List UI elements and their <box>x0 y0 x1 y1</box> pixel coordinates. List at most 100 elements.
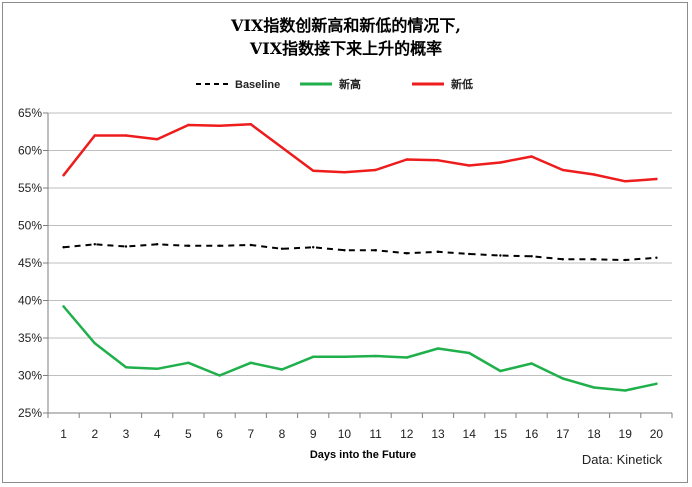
data-point-baseline <box>218 244 221 247</box>
data-point-new-high <box>499 369 502 373</box>
legend: Baseline 新高 新低 <box>196 77 473 91</box>
data-point-new-low <box>312 169 315 172</box>
data-point-new-high <box>405 356 408 359</box>
data-point-new-high <box>624 389 627 392</box>
series-line-new-high <box>62 305 658 392</box>
data-point-new-low <box>405 158 408 161</box>
x-tick-label: 19 <box>619 427 633 441</box>
data-point-baseline <box>249 243 252 247</box>
x-tick-label: 1 <box>60 427 67 441</box>
data-point-new-high <box>187 361 190 364</box>
data-point-baseline <box>592 258 596 261</box>
data-point-baseline <box>436 250 440 253</box>
x-tick-label: 14 <box>463 427 477 441</box>
data-point-new-low <box>374 168 377 172</box>
data-point-new-high <box>280 368 284 371</box>
data-point-new-low <box>624 180 627 183</box>
legend-label: 新高 <box>339 77 361 91</box>
data-point-new-low <box>249 123 252 126</box>
x-tick-label: 4 <box>154 427 161 441</box>
data-point-new-low <box>156 138 159 141</box>
x-tick-label: 20 <box>650 427 664 441</box>
data-point-new-low <box>124 134 128 137</box>
x-tick-label: 6 <box>216 427 223 441</box>
data-point-new-high <box>62 305 65 308</box>
data-point-new-high <box>249 361 252 364</box>
legend-label: Baseline <box>235 79 280 91</box>
data-point-baseline <box>499 254 502 257</box>
data-point-baseline <box>156 243 159 246</box>
x-tick-label: 5 <box>185 427 192 441</box>
data-point-new-high <box>374 354 377 358</box>
x-tick-label: 16 <box>525 427 539 441</box>
x-tick-label: 12 <box>400 427 414 441</box>
data-point-baseline <box>62 246 65 249</box>
y-tick-label: 40% <box>18 294 42 308</box>
data-point-new-high <box>218 374 221 377</box>
data-point-new-low <box>343 171 346 174</box>
data-point-new-low <box>499 161 502 164</box>
data-point-new-high <box>468 351 471 355</box>
legend-label: 新低 <box>451 77 473 91</box>
y-tick-label: 35% <box>18 331 42 345</box>
x-tick-label: 7 <box>247 427 254 441</box>
x-tick-label: 8 <box>279 427 286 441</box>
x-tick-label: 13 <box>431 427 445 441</box>
data-point-baseline <box>624 258 627 262</box>
x-axis-ticks: 1 2 3 4 5 6 7 8 9 10 11 12 13 14 15 16 17 18 19 20 <box>47 413 673 441</box>
x-axis-label: Days into the Future <box>310 449 416 461</box>
data-point-new-high <box>436 347 440 350</box>
data-point-baseline <box>405 252 408 255</box>
y-tick-label: 65% <box>18 106 42 120</box>
data-point-baseline <box>312 246 315 249</box>
source-note: Data: Kinetick <box>582 452 663 467</box>
data-point-new-low <box>530 155 533 158</box>
data-point-new-low <box>436 159 440 162</box>
data-point-new-low <box>93 134 97 137</box>
series-line-baseline <box>63 243 657 261</box>
x-tick-label: 11 <box>369 427 382 441</box>
y-tick-label: 25% <box>18 406 42 420</box>
chart-frame <box>2 2 688 483</box>
data-point-new-high <box>93 342 97 345</box>
data-point-new-high <box>343 355 346 358</box>
data-point-new-low <box>561 168 564 172</box>
y-tick-label: 55% <box>18 181 42 195</box>
x-tick-label: 2 <box>91 427 98 441</box>
x-tick-label: 15 <box>494 427 508 441</box>
y-tick-label: 50% <box>18 219 42 233</box>
data-point-new-high <box>156 367 159 370</box>
data-point-new-high <box>655 382 658 385</box>
data-point-new-low <box>655 177 658 181</box>
data-point-baseline <box>187 244 190 247</box>
data-point-new-low <box>187 123 190 127</box>
series-lines <box>62 123 658 392</box>
data-point-baseline <box>655 256 658 259</box>
data-point-baseline <box>374 249 377 252</box>
x-tick-label: 9 <box>310 427 317 441</box>
data-point-new-low <box>280 146 284 149</box>
data-point-baseline <box>124 245 128 248</box>
data-point-baseline <box>343 249 346 252</box>
data-point-baseline <box>561 258 564 261</box>
data-point-new-high <box>561 377 564 380</box>
x-tick-label: 10 <box>338 427 352 441</box>
data-point-baseline <box>280 247 284 250</box>
chart-title-line-2: VIX指数接下来上升的概率 <box>249 39 443 58</box>
gridlines <box>48 112 672 414</box>
series-line-new-low <box>62 123 658 183</box>
data-point-new-low <box>218 124 221 127</box>
data-point-new-high <box>592 386 596 389</box>
data-point-new-high <box>312 355 315 358</box>
x-tick-label: 18 <box>587 427 601 441</box>
data-point-baseline <box>93 243 97 246</box>
y-axis-ticks: 25% 30% 35% 40% 45% 50% 55% 60% 65% <box>18 106 48 420</box>
chart-title-line-1: VIX指数创新高和新低的情况下, <box>231 16 461 35</box>
data-point-new-low <box>62 174 65 177</box>
data-point-baseline <box>530 255 533 258</box>
data-point-new-low <box>468 164 471 167</box>
data-point-new-high <box>530 362 533 365</box>
data-point-new-high <box>124 366 128 369</box>
data-point-baseline <box>468 252 471 256</box>
